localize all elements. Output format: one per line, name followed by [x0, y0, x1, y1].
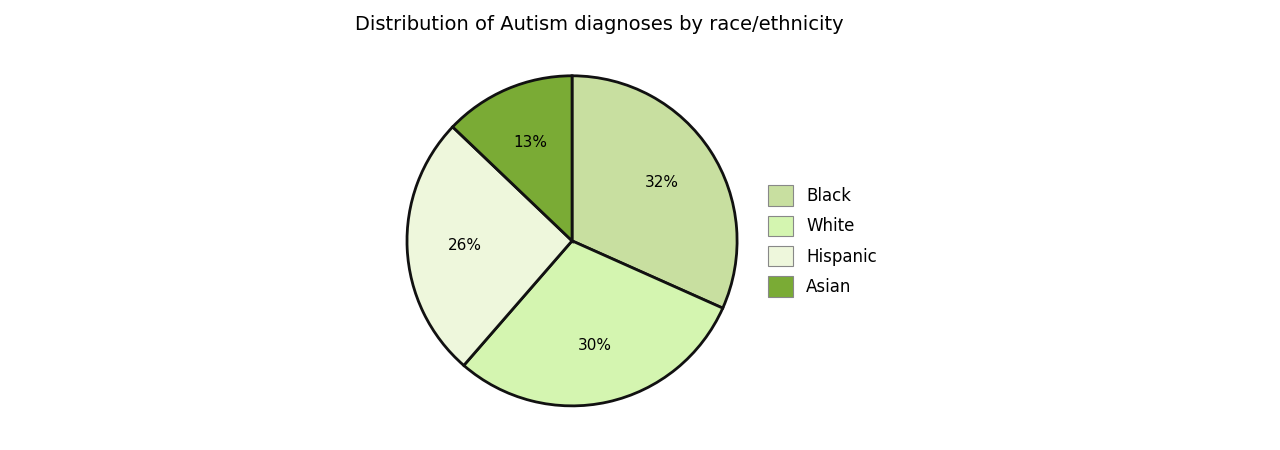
- Wedge shape: [407, 127, 572, 365]
- Text: 26%: 26%: [448, 238, 481, 253]
- Text: 32%: 32%: [645, 175, 680, 190]
- Wedge shape: [453, 76, 572, 241]
- Legend: Black, White, Hispanic, Asian: Black, White, Hispanic, Asian: [759, 177, 886, 305]
- Text: 30%: 30%: [579, 338, 612, 353]
- Text: 13%: 13%: [513, 135, 547, 150]
- Wedge shape: [572, 76, 737, 308]
- Wedge shape: [463, 241, 723, 406]
- Title: Distribution of Autism diagnoses by race/ethnicity: Distribution of Autism diagnoses by race…: [356, 15, 844, 34]
